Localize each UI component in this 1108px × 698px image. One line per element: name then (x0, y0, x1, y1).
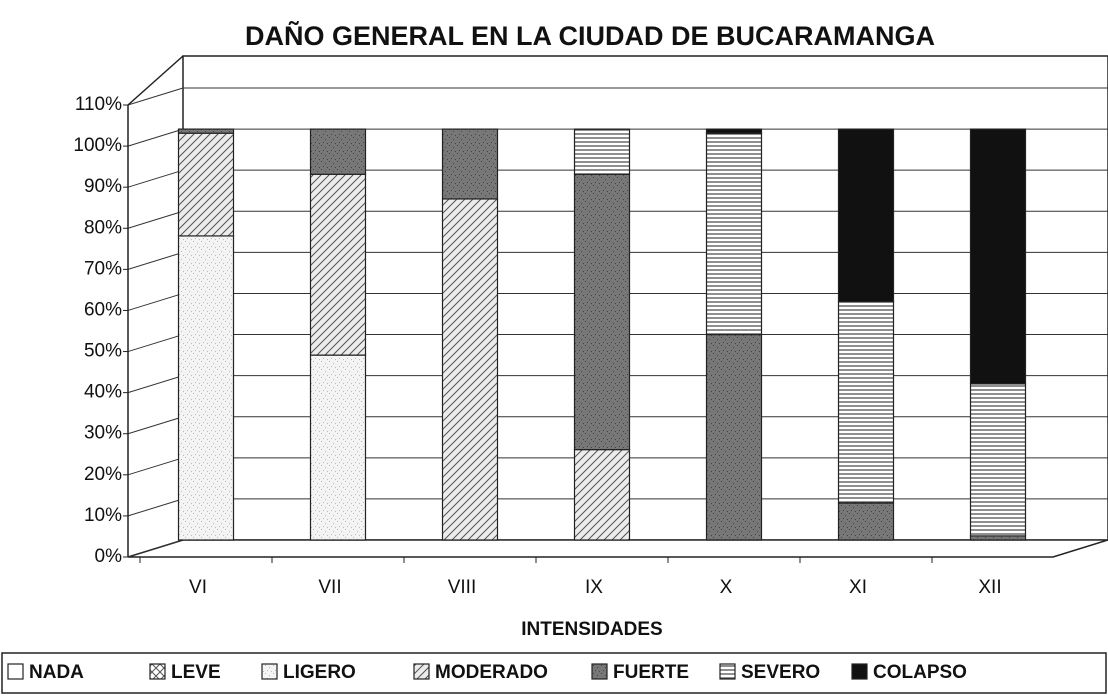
bar-segment (837, 502, 895, 541)
bar-segment (837, 301, 895, 504)
grid-line (127, 87, 184, 106)
legend-swatch (851, 663, 868, 680)
legend-swatch (261, 663, 278, 680)
y-tick-label: 10% (84, 505, 122, 526)
legend-label: LEVE (171, 662, 221, 683)
grid-line (127, 169, 184, 188)
y-tick-label: 40% (84, 382, 122, 403)
legend-swatch (7, 663, 24, 680)
y-tick-label: 70% (84, 258, 122, 279)
y-tick-label: 100% (73, 135, 122, 156)
x-tick-label: IX (585, 577, 603, 598)
bar-segment (705, 132, 763, 336)
bar-segment (573, 128, 631, 175)
x-axis-title: INTENSIDADES (521, 619, 662, 640)
bar-segment (969, 535, 1027, 541)
grid-line (127, 210, 184, 229)
x-tick-label: XII (978, 577, 1001, 598)
chart-title: DAÑO GENERAL EN LA CIUDAD DE BUCARAMANGA (245, 20, 935, 51)
x-tick-label: X (720, 577, 733, 598)
x-tick-label: VII (318, 577, 341, 598)
y-tick-label: 20% (84, 464, 122, 485)
bar-segment (441, 128, 499, 200)
x-tick-label: VIII (448, 577, 477, 598)
y-tick-label: 80% (84, 217, 122, 238)
y-axis-top (127, 55, 184, 106)
bar-segment (177, 235, 235, 541)
legend-label: MODERADO (435, 662, 548, 683)
legend-swatch (149, 663, 166, 680)
grid-line (127, 375, 184, 394)
grid-line (127, 251, 184, 270)
grid-line (127, 539, 184, 558)
grid-line (127, 457, 184, 476)
y-tick-label: 30% (84, 423, 122, 444)
legend-label: SEVERO (741, 662, 820, 683)
y-tick-label: 0% (95, 546, 123, 567)
bar-segment (309, 354, 367, 541)
legend-label: LIGERO (283, 662, 356, 683)
bar-segment (177, 132, 235, 237)
legend-label: COLAPSO (873, 662, 967, 683)
bar-segment (969, 128, 1027, 385)
grid-line (127, 416, 184, 435)
grid-line (127, 498, 184, 517)
x-tick-label: XI (849, 577, 867, 598)
grid-line (127, 128, 184, 147)
legend-label: NADA (29, 662, 84, 683)
x-tick-label: VI (189, 577, 207, 598)
bar-segment (177, 128, 235, 134)
bar-segment (705, 333, 763, 541)
legend-swatch (413, 663, 430, 680)
grid-line (127, 334, 184, 353)
grid-line (127, 292, 184, 311)
legend-swatch (591, 663, 608, 680)
bar-segment (309, 173, 367, 356)
bar-segment (705, 128, 763, 134)
y-tick-label: 110% (75, 94, 122, 115)
y-tick-label: 50% (84, 341, 122, 362)
bar-segment (573, 173, 631, 451)
legend-label: FUERTE (613, 662, 689, 683)
y-tick-label: 60% (84, 299, 122, 320)
bar-segment (573, 449, 631, 541)
bar-segment (309, 128, 367, 175)
floor (127, 539, 1108, 558)
bar-segment (441, 198, 499, 541)
legend-box (1, 652, 1107, 694)
y-tick-label: 90% (84, 176, 122, 197)
bar-segment (969, 383, 1027, 537)
legend-swatch (719, 663, 736, 680)
bar-segment (837, 128, 895, 303)
